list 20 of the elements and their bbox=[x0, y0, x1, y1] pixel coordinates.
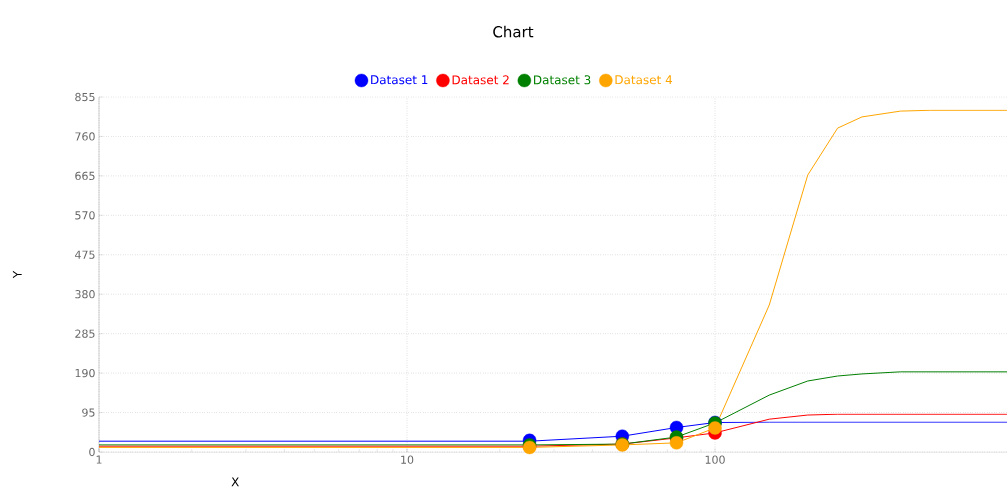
y-tick-label: 190 bbox=[75, 368, 95, 378]
y-tick-label: 285 bbox=[75, 329, 95, 338]
chart-title: Chart bbox=[493, 25, 534, 38]
y-tick-label: 380 bbox=[75, 290, 95, 299]
legend-label: Dataset 4 bbox=[615, 75, 673, 85]
y-tick-label: 95 bbox=[82, 408, 95, 417]
y-tick-label: 0 bbox=[89, 447, 95, 457]
y-tick-label: 475 bbox=[75, 250, 95, 259]
legend-label: Dataset 1 bbox=[371, 75, 428, 85]
y-tick-label: 665 bbox=[75, 171, 95, 181]
y-tick-label: 570 bbox=[75, 211, 95, 220]
y-tick-label: 760 bbox=[75, 132, 95, 141]
x-tick-label: 1 bbox=[96, 455, 102, 464]
legend-label: Dataset 2 bbox=[452, 75, 509, 85]
y-axis-title: Y bbox=[12, 270, 22, 279]
x-tick-label: 100 bbox=[705, 455, 725, 464]
legend-label: Dataset 3 bbox=[534, 75, 591, 85]
x-tick-label: 10 bbox=[401, 455, 414, 464]
x-axis-title: X bbox=[231, 477, 239, 487]
y-tick-label: 855 bbox=[75, 92, 95, 102]
